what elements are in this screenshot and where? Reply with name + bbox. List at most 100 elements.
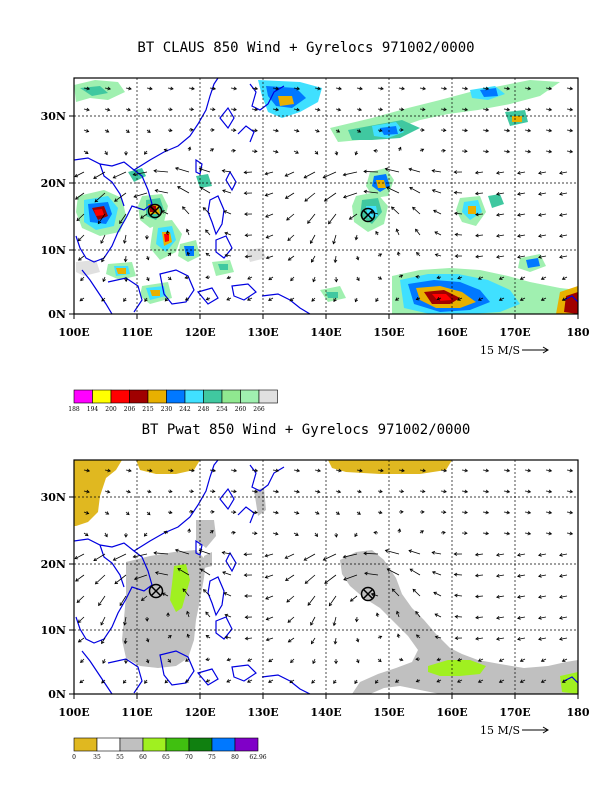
wind-vector (478, 658, 484, 662)
wind-vector (496, 213, 505, 216)
wind-vector-head (415, 634, 420, 638)
wind-vector-head (338, 468, 342, 473)
wind-vector (167, 87, 174, 90)
wind-vector-head (243, 552, 248, 557)
wind-vector-head (540, 679, 545, 683)
wind-vector-head (442, 510, 447, 515)
wind-vector (457, 679, 463, 683)
wind-vector (314, 87, 321, 90)
wind-vector-head (390, 206, 395, 211)
wind-vector-head (296, 468, 301, 473)
wind-vector (343, 192, 358, 198)
wind-vector-head (496, 573, 500, 578)
wind-vector-head (104, 151, 108, 156)
wind-vector-head (431, 570, 436, 575)
wind-vector (247, 297, 253, 301)
wind-vector (247, 679, 253, 683)
wind-vector-head (359, 468, 363, 473)
wind-vector-head (122, 680, 127, 684)
panel1-x-tick-labels: 100E 110E 120E 130E 140E 150E 160E 170E … (58, 326, 590, 339)
wind-vector (566, 490, 573, 493)
wind-vector (499, 297, 505, 301)
wind-vector-head (254, 149, 258, 154)
wind-vector (478, 679, 484, 683)
wind-vector (293, 150, 299, 154)
x-tick-label: 140E (310, 326, 341, 339)
wind-vector-head (527, 107, 532, 112)
wind-vector (287, 616, 295, 623)
wind-vector-head (517, 213, 521, 217)
y-tick-label: 20N (41, 177, 66, 190)
wind-vector-head (143, 151, 148, 155)
wind-vector (328, 595, 337, 606)
y-tick-label: 0N (48, 688, 66, 701)
wind-vector (503, 490, 510, 493)
wind-vector (559, 595, 568, 598)
wind-vector-head (190, 509, 194, 514)
wind-vector-head (559, 213, 563, 217)
wind-vector-head (538, 553, 542, 557)
wind-vector (475, 574, 484, 577)
wind-vector-head (254, 107, 259, 112)
wind-vector (377, 87, 384, 90)
wind-vector (541, 679, 547, 683)
wind-vector (230, 490, 237, 493)
wind-vector (482, 108, 489, 111)
wind-vector (412, 589, 421, 597)
wind-vector-head (498, 658, 503, 662)
x-tick-label: 170E (499, 326, 530, 339)
wind-vector-head (154, 188, 159, 193)
wind-vector (225, 254, 232, 257)
wind-vector-head (114, 198, 118, 202)
wind-vector (186, 611, 190, 618)
colorbar-tick-label: 254 (216, 406, 228, 413)
wind-vector (419, 490, 425, 493)
wind-vector (245, 637, 253, 640)
wind-vector-head (100, 240, 104, 244)
wind-vector-head (337, 489, 342, 494)
wind-vector (244, 171, 253, 173)
wind-vector-head (295, 128, 300, 133)
wind-vector-head (421, 128, 425, 132)
wind-vector-head (436, 679, 441, 683)
wind-vector-head (421, 489, 426, 494)
wind-vector-head (140, 215, 144, 219)
wind-vector-head (434, 231, 439, 235)
wind-vector (311, 255, 316, 263)
wind-vector (496, 192, 505, 195)
wind-vector-head (268, 276, 272, 281)
wind-vector-head (464, 468, 469, 473)
wind-vector-head (310, 640, 315, 645)
wind-vector-head (247, 276, 251, 280)
wind-vector (114, 574, 127, 585)
panel1-colorbar: 188 194 200 206 215 230 242 248 254 260 266 (68, 389, 278, 413)
wind-vector (290, 276, 295, 281)
wind-vector (293, 129, 299, 132)
wind-vector (496, 553, 505, 556)
x-tick-label: 150E (373, 706, 404, 719)
wind-vector (268, 658, 274, 662)
wind-vector-head (477, 276, 482, 280)
wind-vector (200, 568, 211, 576)
wind-vector-head (559, 553, 563, 557)
x-tick-label: 100E (58, 706, 89, 719)
wind-vector (349, 213, 358, 220)
wind-vector (266, 255, 274, 259)
wind-vector-head (538, 574, 542, 578)
wind-vector (364, 572, 379, 576)
wind-vector-head (540, 276, 545, 280)
wind-vector-head (323, 198, 328, 202)
wind-vector (398, 87, 405, 90)
wind-vector-head (211, 510, 215, 514)
wind-vector-head (315, 511, 320, 515)
panel1-wind-vectors (74, 86, 574, 303)
wind-vector (545, 469, 552, 472)
wind-vector-head (464, 149, 468, 154)
wind-vector-head (506, 489, 511, 494)
wind-vector-head (333, 298, 337, 303)
wind-vector (392, 588, 400, 597)
wind-vector (83, 511, 89, 515)
wind-vector (314, 490, 320, 493)
wind-vector (524, 532, 531, 535)
wind-vector (141, 595, 148, 601)
